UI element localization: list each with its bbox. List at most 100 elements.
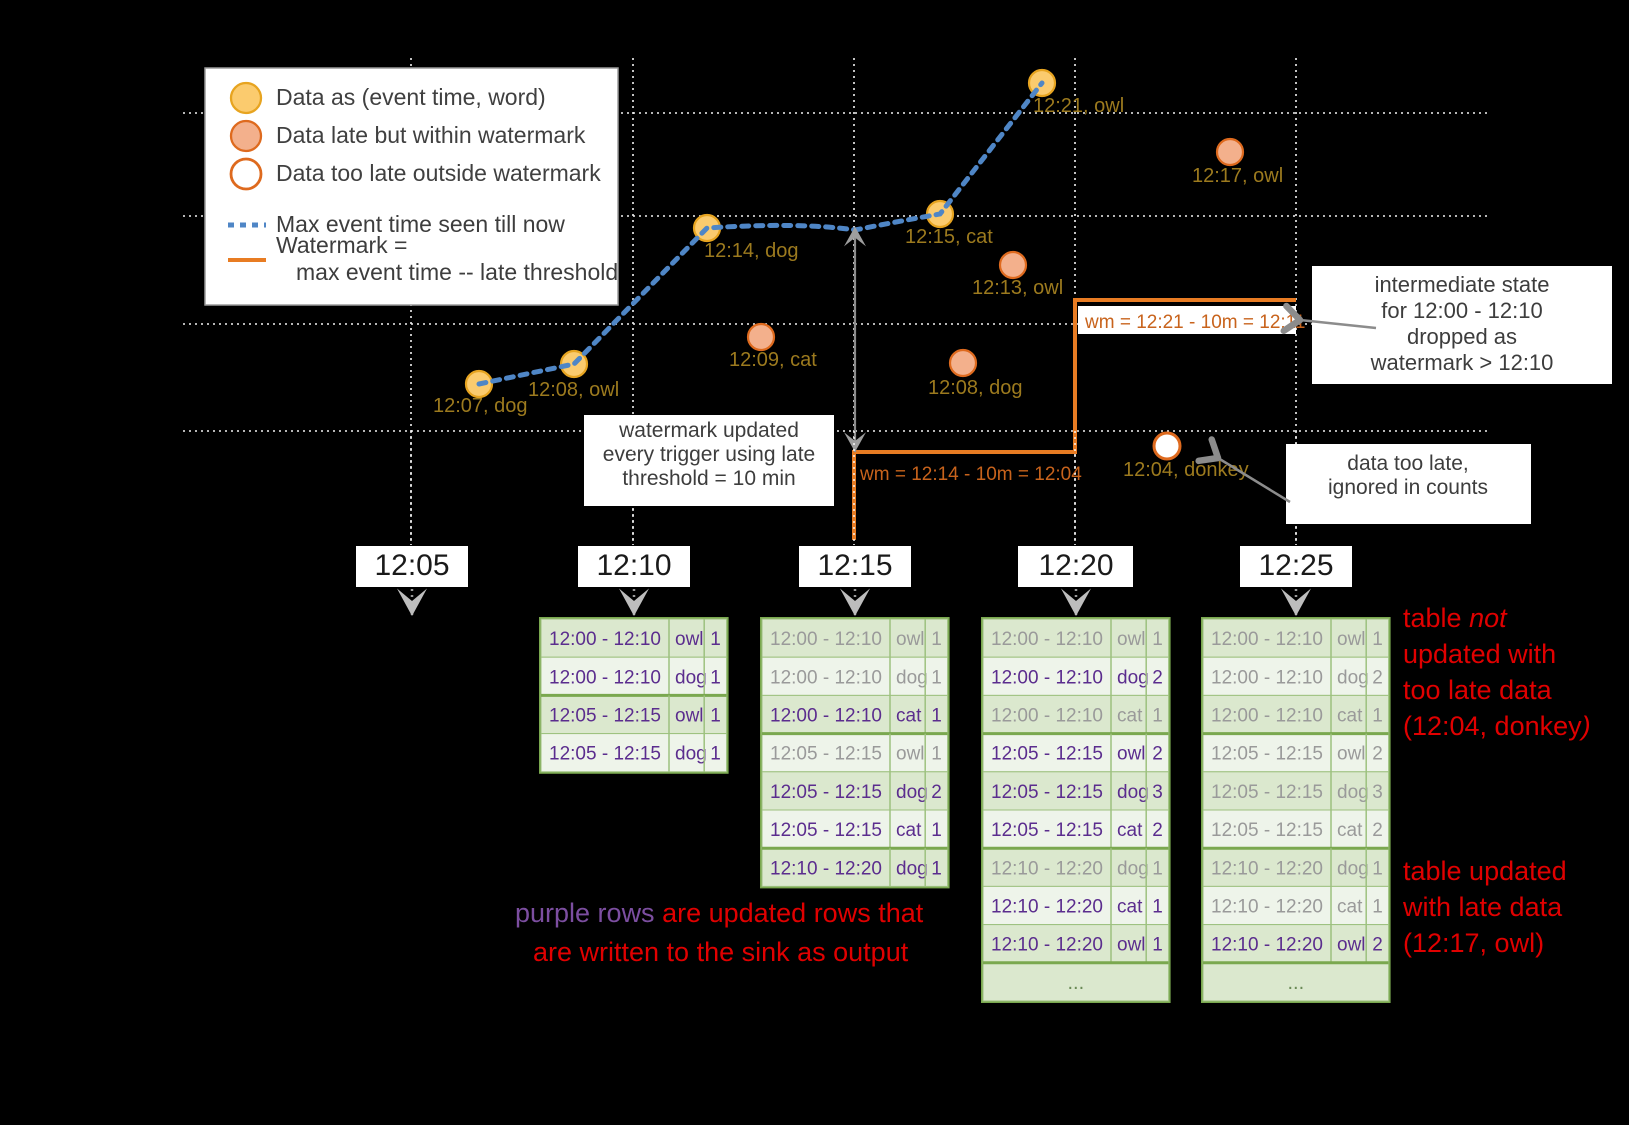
svg-text:12:05 - 12:15: 12:05 - 12:15 xyxy=(549,706,661,727)
svg-text:12:00 - 12:10: 12:00 - 12:10 xyxy=(549,667,661,688)
svg-text:threshold = 10 min: threshold = 10 min xyxy=(622,467,795,490)
svg-text:owl: owl xyxy=(896,744,925,765)
svg-text:1: 1 xyxy=(931,858,942,879)
svg-text:1: 1 xyxy=(1372,706,1383,727)
svg-text:Watermark =: Watermark = xyxy=(276,232,407,258)
svg-text:data too late,: data too late, xyxy=(1347,452,1468,475)
svg-text:dog: dog xyxy=(1337,667,1369,688)
svg-text:owl: owl xyxy=(675,706,704,727)
svg-text:2: 2 xyxy=(1152,667,1163,688)
svg-text:cat: cat xyxy=(896,706,922,727)
svg-text:12:13, owl: 12:13, owl xyxy=(972,277,1063,299)
svg-text:12:00 - 12:10: 12:00 - 12:10 xyxy=(991,706,1103,727)
svg-text:dog: dog xyxy=(896,667,928,688)
svg-text:12:00 - 12:10: 12:00 - 12:10 xyxy=(991,667,1103,688)
svg-text:wm = 12:21 - 10m = 12:11: wm = 12:21 - 10m = 12:11 xyxy=(1084,312,1305,333)
svg-text:2: 2 xyxy=(1152,744,1163,765)
svg-text:12:10 - 12:20: 12:10 - 12:20 xyxy=(1211,858,1323,879)
svg-text:owl: owl xyxy=(1117,629,1146,650)
svg-text:owl: owl xyxy=(1337,744,1366,765)
svg-text:2: 2 xyxy=(1372,667,1383,688)
svg-text:12:10 - 12:20: 12:10 - 12:20 xyxy=(1211,935,1323,956)
svg-text:12:10: 12:10 xyxy=(596,549,671,582)
svg-text:1: 1 xyxy=(1372,629,1383,650)
svg-text:dog: dog xyxy=(1117,667,1149,688)
svg-text:2: 2 xyxy=(931,782,942,803)
svg-text:dog: dog xyxy=(1117,858,1149,879)
svg-text:...: ... xyxy=(1287,972,1304,994)
svg-text:3: 3 xyxy=(1372,782,1383,803)
svg-text:1: 1 xyxy=(1152,706,1163,727)
svg-text:purple rows are updated rows t: purple rows are updated rows that xyxy=(515,898,924,928)
svg-text:cat: cat xyxy=(1337,897,1363,918)
svg-text:12:05 - 12:15: 12:05 - 12:15 xyxy=(549,744,661,765)
svg-text:intermediate state: intermediate state xyxy=(1375,272,1550,297)
svg-text:cat: cat xyxy=(896,820,922,841)
svg-text:1: 1 xyxy=(931,667,942,688)
svg-text:1: 1 xyxy=(1152,629,1163,650)
svg-text:12:25: 12:25 xyxy=(1258,549,1333,582)
svg-text:owl: owl xyxy=(1337,629,1366,650)
svg-text:12:05 - 12:15: 12:05 - 12:15 xyxy=(1211,744,1323,765)
svg-text:12:00 - 12:10: 12:00 - 12:10 xyxy=(1211,667,1323,688)
svg-text:Data too late outside watermar: Data too late outside watermark xyxy=(276,160,601,186)
svg-text:owl: owl xyxy=(896,629,925,650)
svg-text:dog: dog xyxy=(896,858,928,879)
svg-text:12:10 - 12:20: 12:10 - 12:20 xyxy=(991,858,1103,879)
svg-text:12:09, cat: 12:09, cat xyxy=(729,349,817,371)
svg-text:dog: dog xyxy=(1337,858,1369,879)
svg-text:owl: owl xyxy=(1117,744,1146,765)
svg-text:12:00 - 12:10: 12:00 - 12:10 xyxy=(1211,706,1323,727)
svg-text:1: 1 xyxy=(931,706,942,727)
svg-text:12:14, dog: 12:14, dog xyxy=(704,240,799,262)
svg-text:watermark > 12:10: watermark > 12:10 xyxy=(1370,350,1554,375)
svg-text:12:00 - 12:10: 12:00 - 12:10 xyxy=(991,629,1103,650)
svg-text:1: 1 xyxy=(1152,897,1163,918)
svg-text:12:05 - 12:15: 12:05 - 12:15 xyxy=(991,744,1103,765)
svg-text:cat: cat xyxy=(1337,820,1363,841)
svg-text:2: 2 xyxy=(1152,820,1163,841)
svg-text:12:20: 12:20 xyxy=(1038,549,1113,582)
svg-text:for 12:00 - 12:10: for 12:00 - 12:10 xyxy=(1381,298,1542,323)
svg-text:12:00 - 12:10: 12:00 - 12:10 xyxy=(549,629,661,650)
svg-text:table not: table not xyxy=(1403,603,1508,633)
svg-text:12:05 - 12:15: 12:05 - 12:15 xyxy=(991,782,1103,803)
svg-text:dog: dog xyxy=(1337,782,1369,803)
svg-text:1: 1 xyxy=(710,629,721,650)
svg-text:12:05 - 12:15: 12:05 - 12:15 xyxy=(1211,782,1323,803)
svg-text:12:00 - 12:10: 12:00 - 12:10 xyxy=(770,629,882,650)
svg-text:2: 2 xyxy=(1372,820,1383,841)
svg-text:12:15, cat: 12:15, cat xyxy=(905,226,993,248)
svg-text:1: 1 xyxy=(710,667,721,688)
svg-text:watermark updated: watermark updated xyxy=(618,419,799,442)
svg-text:12:05 - 12:15: 12:05 - 12:15 xyxy=(770,820,882,841)
svg-text:12:00 - 12:10: 12:00 - 12:10 xyxy=(770,706,882,727)
svg-text:12:21, owl: 12:21, owl xyxy=(1033,95,1124,117)
svg-text:12:07, dog: 12:07, dog xyxy=(433,395,528,417)
svg-text:1: 1 xyxy=(931,629,942,650)
svg-text:2: 2 xyxy=(1372,935,1383,956)
svg-text:3: 3 xyxy=(1152,782,1163,803)
svg-text:1: 1 xyxy=(1152,935,1163,956)
svg-text:owl: owl xyxy=(675,629,704,650)
svg-text:dropped as: dropped as xyxy=(1407,324,1517,349)
svg-text:12:15: 12:15 xyxy=(817,549,892,582)
svg-text:dog: dog xyxy=(675,667,707,688)
svg-text:12:10 - 12:20: 12:10 - 12:20 xyxy=(991,935,1103,956)
svg-text:updated with: updated with xyxy=(1403,639,1556,669)
svg-text:cat: cat xyxy=(1117,706,1143,727)
svg-text:12:05 - 12:15: 12:05 - 12:15 xyxy=(1211,820,1323,841)
svg-text:with late data: with late data xyxy=(1402,892,1563,922)
svg-text:too late data: too late data xyxy=(1403,675,1553,705)
svg-text:owl: owl xyxy=(1337,935,1366,956)
svg-text:12:17, owl: 12:17, owl xyxy=(1192,165,1283,187)
svg-text:12:05 - 12:15: 12:05 - 12:15 xyxy=(991,820,1103,841)
svg-text:...: ... xyxy=(1067,972,1084,994)
svg-text:1: 1 xyxy=(1372,858,1383,879)
svg-text:max event time -- late thresho: max event time -- late threshold xyxy=(296,259,618,285)
svg-text:every trigger using late: every trigger using late xyxy=(603,443,815,466)
svg-text:Data as (event time, word): Data as (event time, word) xyxy=(276,84,546,110)
svg-text:dog: dog xyxy=(896,782,928,803)
svg-text:are written to the sink as out: are written to the sink as output xyxy=(533,937,909,967)
svg-text:12:00 - 12:10: 12:00 - 12:10 xyxy=(770,667,882,688)
